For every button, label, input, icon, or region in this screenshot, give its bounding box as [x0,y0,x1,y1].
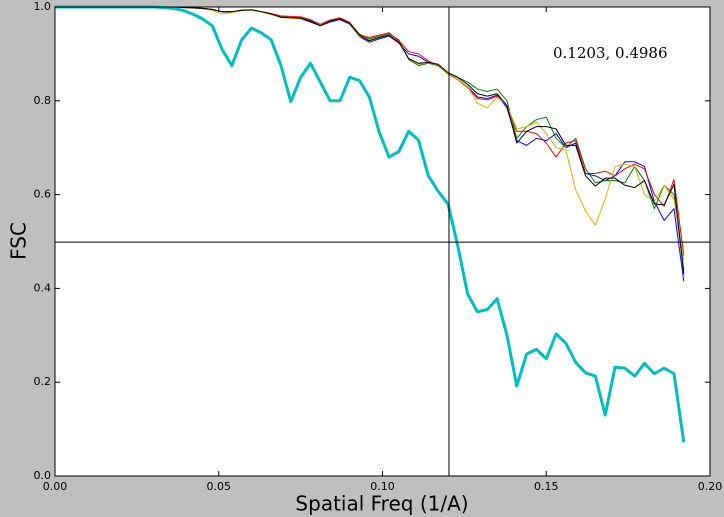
x-axis-label: Spatial Freq (1/A) [295,492,468,516]
x-tick-label: 0.15 [534,480,559,493]
x-tick-label: 0.20 [698,480,723,493]
y-tick-label: 1.0 [34,0,52,13]
y-tick-label: 0.4 [34,281,52,294]
x-tick-label: 0.05 [207,480,232,493]
plot-area [55,7,710,476]
y-tick-label: 0.6 [34,188,52,201]
x-tick-label: 0.10 [370,480,395,493]
y-tick-label: 0.2 [34,375,52,388]
y-axis-label: FSC [7,222,31,260]
plot-frame [54,6,711,477]
y-tick-label: 0.8 [34,94,52,107]
x-tick-label: 0.00 [43,480,68,493]
y-tick-label: 0.0 [34,469,52,482]
annotation: 0.1203, 0.4986 [553,44,668,62]
